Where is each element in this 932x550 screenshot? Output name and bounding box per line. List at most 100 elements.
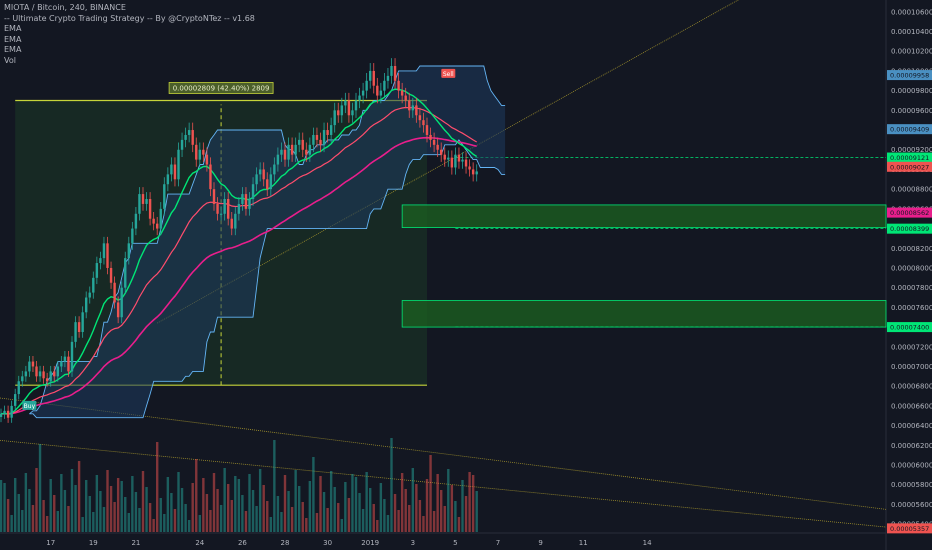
volume-bar: [241, 495, 244, 532]
candle-body: [163, 184, 166, 209]
candle-body: [397, 80, 400, 91]
signal-buy-badge: [22, 400, 37, 410]
x-tick-label: 28: [281, 539, 290, 547]
volume-bar: [88, 496, 91, 532]
candle-body: [145, 199, 148, 204]
candle-body: [251, 184, 255, 200]
candle-body: [354, 100, 358, 111]
volume-bar: [429, 455, 432, 532]
candle-body: [180, 139, 184, 150]
volume-bar: [333, 487, 336, 532]
candle-body: [53, 371, 56, 377]
volume-bar: [354, 477, 358, 532]
cloud-lower-line: [29, 139, 506, 419]
candle-body: [294, 144, 297, 155]
candle-body: [369, 70, 372, 81]
candle-body: [319, 139, 322, 145]
candle-body: [237, 203, 241, 214]
volume-bar: [305, 518, 308, 532]
volume-bar: [102, 507, 106, 532]
y-tick-label: 0.00008000: [891, 264, 932, 272]
candle-body: [184, 134, 187, 140]
volume-bar: [290, 507, 294, 532]
y-tick-label: 0.00008200: [891, 245, 932, 253]
candle-body: [290, 144, 294, 155]
candle-body: [31, 361, 35, 367]
support-zone-2: [401, 300, 887, 328]
candle-body: [454, 154, 457, 168]
candle-body: [28, 361, 31, 372]
candle-body: [312, 134, 315, 145]
y-tick-label: 0.00009200: [891, 146, 932, 154]
candle-body: [457, 154, 461, 162]
y-tick-label: 0.00006600: [891, 402, 932, 410]
y-tick-label: 0.00006000: [891, 462, 932, 470]
candle-body: [429, 134, 432, 140]
cloud-upper-line: [29, 65, 506, 415]
candle-body: [301, 139, 304, 150]
candle-body: [35, 366, 38, 377]
volume-bar: [106, 470, 109, 532]
range-label: 0.00002809 (42.40%) 2809: [173, 84, 270, 92]
volume-bar: [418, 500, 422, 532]
volume-bar: [422, 516, 425, 532]
y-tick-label: 0.00008800: [891, 186, 932, 194]
volume-bar: [28, 489, 31, 532]
volume-bar: [152, 519, 155, 532]
volume-bar: [159, 498, 162, 532]
price-tag-label: 0.00009409: [890, 126, 929, 134]
volume-bar: [227, 484, 230, 532]
volume-bar: [298, 486, 301, 532]
price-tag-label: 0.00009121: [890, 154, 929, 162]
volume-bar: [223, 468, 226, 532]
volume-bar: [468, 472, 471, 532]
candle-body: [156, 223, 159, 229]
candle-body: [17, 381, 20, 395]
candle-body: [3, 410, 6, 414]
candle-body: [85, 297, 88, 313]
volume-bar: [35, 468, 38, 532]
candle-body: [152, 218, 155, 224]
candle-body: [42, 371, 45, 379]
candle-body: [60, 361, 63, 367]
price-tag-label: 0.00005357: [890, 525, 929, 533]
candle-body: [390, 66, 393, 76]
volume-bar: [404, 489, 407, 532]
candle-body: [411, 105, 414, 111]
volume-bar: [351, 474, 354, 532]
candle-body: [70, 341, 74, 372]
volume-bar: [81, 517, 84, 532]
candle-body: [124, 258, 127, 288]
volume-bar: [6, 499, 10, 532]
volume-bar: [173, 509, 177, 532]
volume-bar: [24, 473, 28, 532]
volume-bar: [116, 478, 120, 532]
price-tag-label: 0.00008399: [890, 225, 929, 233]
candle-body: [276, 154, 280, 165]
volume-bar: [347, 498, 351, 532]
candle-body: [400, 90, 404, 96]
volume-bar: [383, 499, 386, 532]
volume-bar: [415, 484, 418, 532]
candle-body: [258, 169, 262, 175]
volume-bar: [425, 479, 429, 532]
candle-body: [45, 378, 49, 382]
volume-bar: [216, 489, 219, 532]
candle-body: [379, 90, 383, 96]
volume-bar: [273, 440, 276, 532]
candle-body: [216, 203, 219, 214]
price-tag-bg: [887, 322, 932, 333]
candle-body: [202, 149, 205, 155]
volume-bar: [45, 516, 49, 532]
volume-bar: [0, 480, 3, 532]
chart-title: MIOTA / Bitcoin, 240, BINANCE: [4, 3, 126, 12]
volume-bar: [10, 515, 13, 532]
y-tick-label: 0.00005600: [891, 501, 932, 509]
volume-bar: [440, 490, 443, 532]
signal-sell-label: Sell: [443, 71, 454, 78]
candle-body: [0, 413, 3, 417]
candle-body: [219, 213, 223, 215]
candle-body: [148, 199, 152, 219]
volume-bar: [432, 511, 436, 532]
